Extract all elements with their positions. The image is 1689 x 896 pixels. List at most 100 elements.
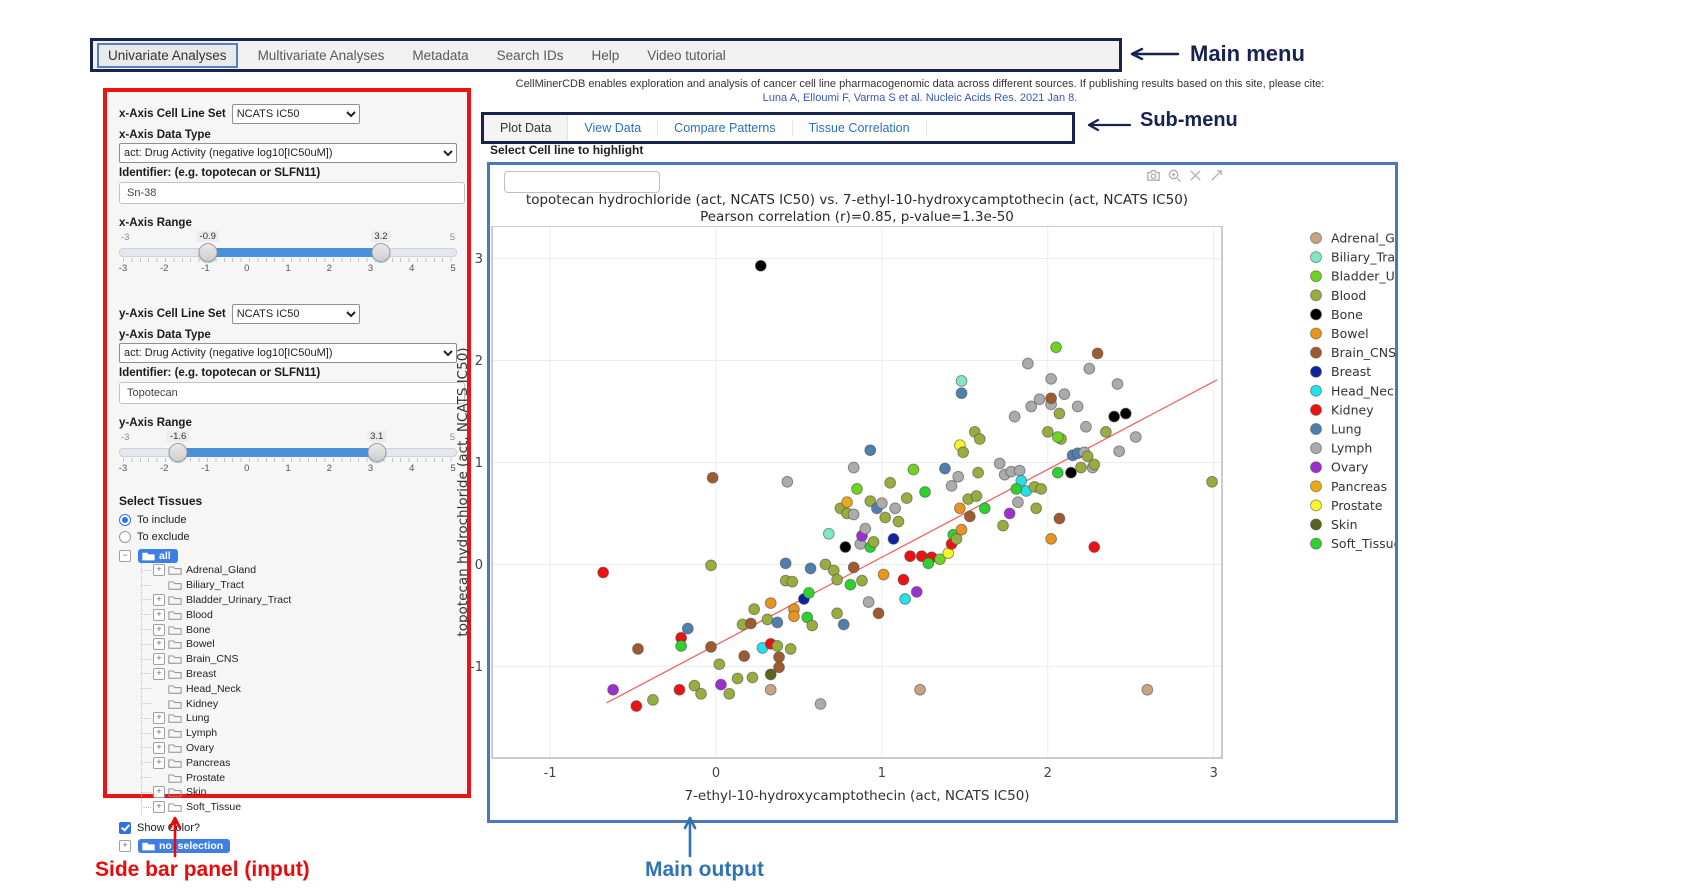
legend-item-bone[interactable]: Bone	[1310, 307, 1364, 322]
scatter-point-blood[interactable]	[831, 607, 843, 620]
scatter-point-soft-tissue[interactable]	[1051, 466, 1064, 479]
sub-menu-item-compare-patterns[interactable]: Compare Patterns	[658, 121, 793, 135]
scatter-point-blood[interactable]	[786, 575, 799, 588]
scatter-point-lymph[interactable]	[1071, 400, 1084, 413]
scatter-point-lymph[interactable]	[945, 479, 958, 492]
tissue-tree-item-ovary[interactable]: + Ovary	[142, 741, 455, 756]
main-menu-item-search-ids[interactable]: Search IDs	[496, 47, 564, 63]
scatter-point-bowel[interactable]	[953, 502, 966, 515]
scatter-point-blood[interactable]	[997, 519, 1009, 532]
scatter-point-blood[interactable]	[856, 574, 868, 587]
scatter-point-lymph[interactable]	[875, 497, 888, 510]
scatter-point-lung[interactable]	[955, 387, 968, 400]
y-range-slider[interactable]: -3 5 -1.6 3.1 -3 -2 -1 0 1 2 3 4 5	[119, 431, 457, 478]
scatter-point-blood[interactable]	[972, 466, 985, 479]
scatter-point-bowel[interactable]	[1045, 532, 1058, 545]
expand-icon[interactable]: +	[153, 741, 165, 754]
tissue-tree-item-blood[interactable]: + Blood	[142, 607, 455, 622]
scatter-point-kidney[interactable]	[630, 700, 643, 712]
scatter-point-soft-tissue[interactable]	[978, 502, 991, 515]
main-menu-item-help[interactable]: Help	[591, 47, 620, 63]
y-data-type-select[interactable]: act: Drug Activity (negative log10[IC50u…	[119, 343, 457, 363]
scatter-point-soft-tissue[interactable]	[675, 639, 688, 652]
tissue-tree-item-brain-cns[interactable]: + Brain_CNS	[142, 652, 455, 667]
main-menu-item-multivariate-analyses[interactable]: Multivariate Analyses	[257, 47, 385, 63]
scatter-point-bone[interactable]	[1119, 407, 1132, 420]
radio-to-exclude[interactable]: To exclude	[119, 531, 455, 543]
scatter-point-blood[interactable]	[746, 671, 759, 684]
scatter-point-lung[interactable]	[681, 622, 694, 635]
scatter-point-lymph[interactable]	[1129, 431, 1142, 443]
radio-to-include[interactable]: To include	[119, 514, 455, 526]
expand-icon[interactable]: +	[153, 608, 165, 621]
scatter-point-bone[interactable]	[754, 259, 767, 272]
legend-item-biliary-tract[interactable]: Biliary_Tract	[1310, 250, 1396, 265]
scatter-point-blood[interactable]	[1053, 407, 1066, 420]
expand-icon[interactable]: +	[119, 839, 131, 852]
scatter-point-lymph[interactable]	[993, 457, 1006, 470]
scatter-point-blood[interactable]	[970, 490, 983, 502]
scatter-point-ovary[interactable]	[607, 683, 620, 696]
expand-icon[interactable]: +	[153, 786, 165, 799]
scatter-point-lymph[interactable]	[1021, 357, 1034, 370]
scatter-point-blood[interactable]	[819, 558, 832, 571]
scatter-point-soft-tissue[interactable]	[922, 557, 935, 570]
zoom-in-icon[interactable]	[1167, 168, 1182, 183]
scatter-point-bladder-urinary-tract[interactable]	[851, 483, 863, 495]
scatter-point-blood[interactable]	[879, 511, 892, 524]
scatter-point-breast[interactable]	[887, 532, 900, 545]
main-menu-item-video-tutorial[interactable]: Video tutorial	[647, 47, 726, 63]
expand-icon[interactable]: +	[153, 756, 165, 769]
show-color-checkbox-icon[interactable]	[119, 821, 131, 834]
scatter-point-kidney[interactable]	[597, 566, 610, 579]
scatter-point-lymph[interactable]	[1013, 464, 1026, 477]
scatter-point-ovary[interactable]	[1003, 507, 1016, 520]
scatter-point-lung[interactable]	[837, 618, 850, 631]
legend-item-kidney[interactable]: Kidney	[1310, 402, 1375, 417]
scatter-point-brain-cns[interactable]	[872, 607, 885, 620]
scatter-point-lymph[interactable]	[1008, 410, 1021, 423]
tree-root-no-selection[interactable]: + no_selection	[119, 838, 455, 853]
scatter-point-brain-cns[interactable]	[706, 471, 719, 484]
scatter-point-lymph[interactable]	[814, 698, 827, 710]
legend-item-head-neck[interactable]: Head_Neck	[1310, 383, 1396, 398]
collapse-icon[interactable]: −	[119, 550, 131, 562]
scatter-point-brain-cns[interactable]	[705, 641, 717, 653]
scatter-point-biliary-tract[interactable]	[822, 527, 835, 540]
scatter-point-bone[interactable]	[1108, 410, 1121, 423]
scatter-point-soft-tissue[interactable]	[919, 486, 931, 498]
scatter-point-adrenal-gland[interactable]	[914, 683, 926, 696]
scatter-point-bladder-urinary-tract[interactable]	[1050, 341, 1062, 354]
tissue-tree-item-bowel[interactable]: + Bowel	[142, 637, 455, 652]
tissue-tree-item-soft-tissue[interactable]: + Soft_Tissue	[142, 800, 455, 815]
scatter-point-blood[interactable]	[748, 603, 761, 616]
scatter-point-lung[interactable]	[864, 444, 877, 457]
scatter-point-kidney[interactable]	[1088, 541, 1101, 553]
scatter-point-brain-cns[interactable]	[738, 650, 751, 662]
scatter-point-blood[interactable]	[695, 687, 707, 700]
expand-icon[interactable]: +	[153, 667, 165, 680]
legend-item-blood[interactable]: Blood	[1310, 288, 1367, 303]
scatter-point-adrenal-gland[interactable]	[764, 683, 777, 696]
expand-icon[interactable]: +	[153, 564, 165, 577]
scatter-point-blood[interactable]	[784, 643, 797, 655]
scatter-point-lung[interactable]	[804, 562, 817, 575]
tissue-tree-item-skin[interactable]: + Skin	[142, 785, 455, 800]
scatter-point-brain-cns[interactable]	[963, 510, 976, 523]
scatter-point-blood[interactable]	[867, 536, 880, 548]
scatter-point-ovary[interactable]	[910, 585, 923, 598]
scatter-point-lymph[interactable]	[1083, 362, 1096, 375]
scatter-point-lymph[interactable]	[847, 461, 860, 474]
legend-item-bowel[interactable]: Bowel	[1310, 326, 1369, 341]
scatter-point-blood[interactable]	[892, 515, 905, 528]
scatter-point-blood[interactable]	[761, 613, 774, 626]
main-menu-item-univariate-analyses[interactable]: Univariate Analyses	[97, 42, 238, 68]
scatter-point-bowel[interactable]	[764, 597, 777, 609]
scatter-point-bladder-urinary-tract[interactable]	[934, 553, 946, 566]
tissue-tree-item-bone[interactable]: + Bone	[142, 622, 455, 637]
scatter-point-bone[interactable]	[839, 541, 852, 553]
scatter-point-blood[interactable]	[688, 679, 701, 692]
tissue-tree-item-head-neck[interactable]: +Head_Neck	[142, 681, 455, 696]
scatter-point-kidney[interactable]	[673, 683, 686, 696]
scatter-point-blood[interactable]	[1088, 458, 1101, 471]
